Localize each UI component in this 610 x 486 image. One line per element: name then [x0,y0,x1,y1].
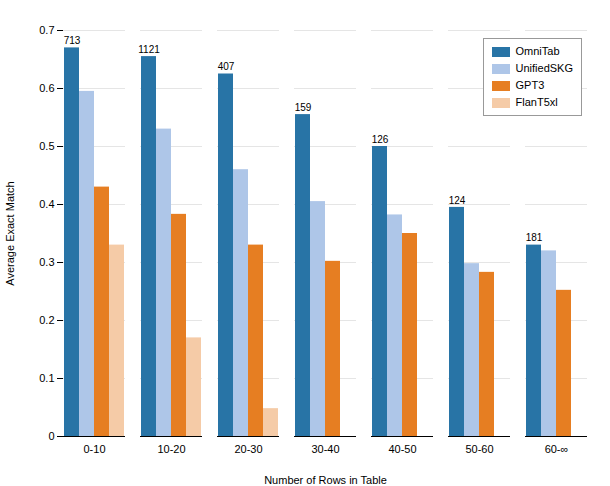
svg-text:126: 126 [372,134,389,145]
svg-text:0.2: 0.2 [39,314,54,326]
svg-text:Number of Rows in Table: Number of Rows in Table [264,474,387,486]
svg-text:0-10: 0-10 [83,443,105,455]
svg-text:10-20: 10-20 [157,443,185,455]
svg-text:0.1: 0.1 [39,372,54,384]
svg-text:0.7: 0.7 [39,24,54,36]
svg-text:181: 181 [526,232,543,243]
html-text:FlanT5xl: FlanT5xl [515,96,558,108]
svg-text:159: 159 [295,102,312,113]
svg-text:0.5: 0.5 [39,140,54,152]
html-text:UnifiedSKG: UnifiedSKG [515,62,573,74]
svg-text:Average Exact Match: Average Exact Match [4,181,16,285]
svg-text:407: 407 [218,61,235,72]
svg-text:40-50: 40-50 [388,443,416,455]
svg-text:713: 713 [64,35,81,46]
svg-text:1121: 1121 [138,44,160,55]
html-text:GPT3: GPT3 [515,79,545,91]
svg-text:0: 0 [48,430,54,442]
svg-text:20-30: 20-30 [234,443,262,455]
svg-text:124: 124 [449,195,466,206]
svg-text:60-∞: 60-∞ [545,443,569,455]
svg-text:0.6: 0.6 [39,82,54,94]
svg-text:50-60: 50-60 [465,443,493,455]
html-text:OmniTab: OmniTab [515,45,560,57]
svg-text:30-40: 30-40 [311,443,339,455]
svg-text:0.4: 0.4 [39,198,54,210]
svg-text:0.3: 0.3 [39,256,54,268]
